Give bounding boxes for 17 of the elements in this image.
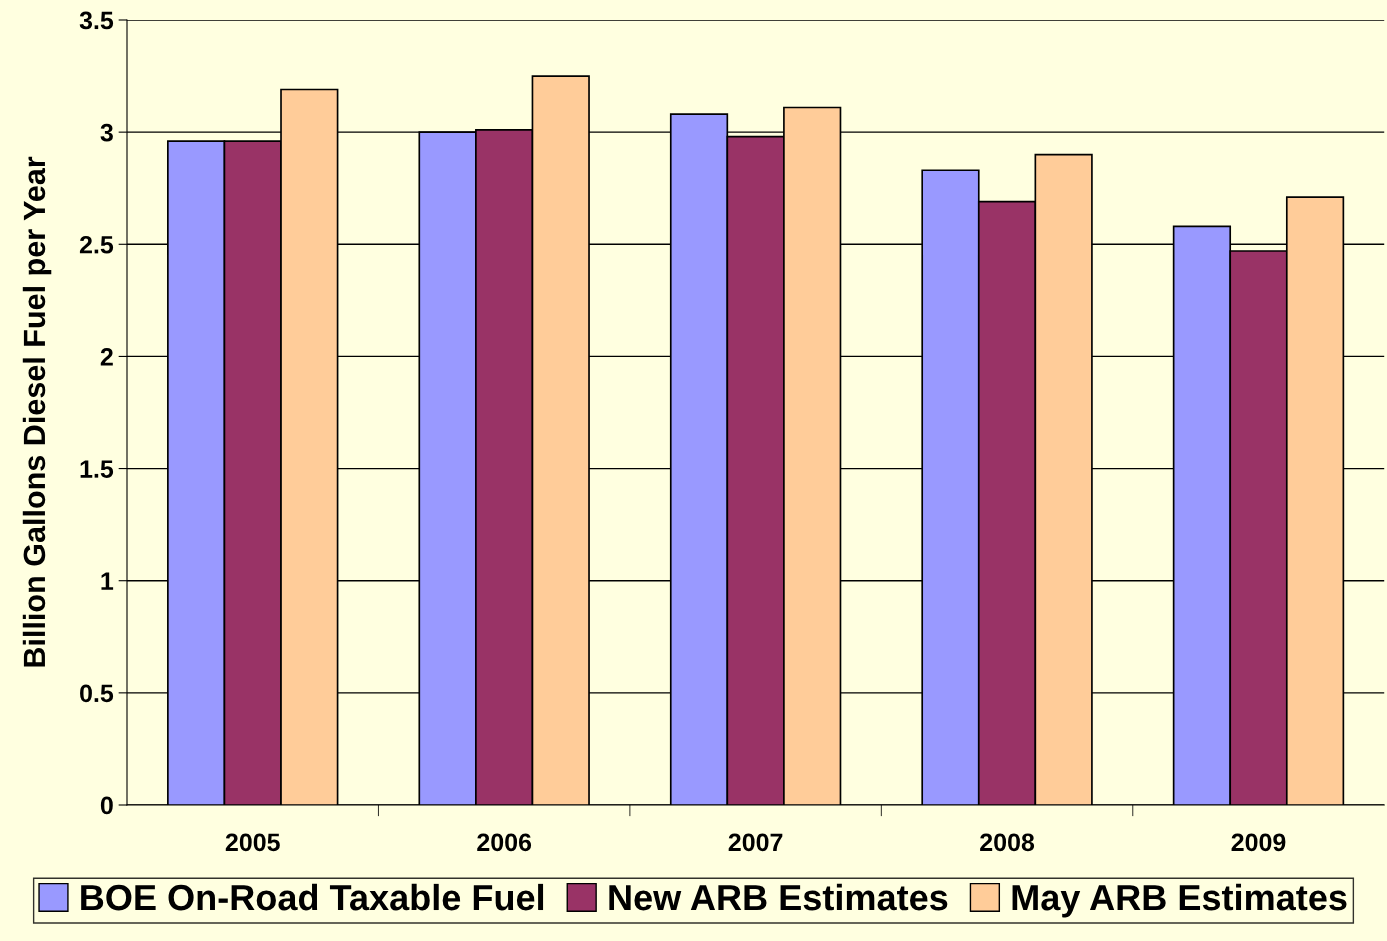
- legend-label: May ARB Estimates: [1012, 883, 1347, 918]
- y-tick-label: 2.5: [79, 235, 114, 254]
- legend-label: New ARB Estimates: [609, 883, 948, 911]
- y-tick-label: 0: [100, 796, 113, 815]
- x-tick-label: 2005: [225, 833, 280, 852]
- y-axis-title: Billion Gallons Diesel Fuel per Year: [22, 156, 52, 667]
- y-tick-label: 2: [100, 348, 113, 366]
- legend-label: BOE On-Road Taxable Fuel: [81, 883, 544, 911]
- y-tick-label: 3: [100, 123, 113, 142]
- y-tick-label: 1: [101, 572, 114, 590]
- y-tick-label: 1.5: [80, 460, 114, 478]
- x-tick-label: 2006: [477, 833, 532, 852]
- x-tick-label: 2008: [980, 833, 1035, 852]
- y-tick-label: 0.5: [80, 684, 114, 703]
- x-tick-label: 2007: [728, 833, 783, 852]
- x-tick-label: 2009: [1231, 833, 1286, 852]
- y-tick-label: 3.5: [79, 11, 114, 30]
